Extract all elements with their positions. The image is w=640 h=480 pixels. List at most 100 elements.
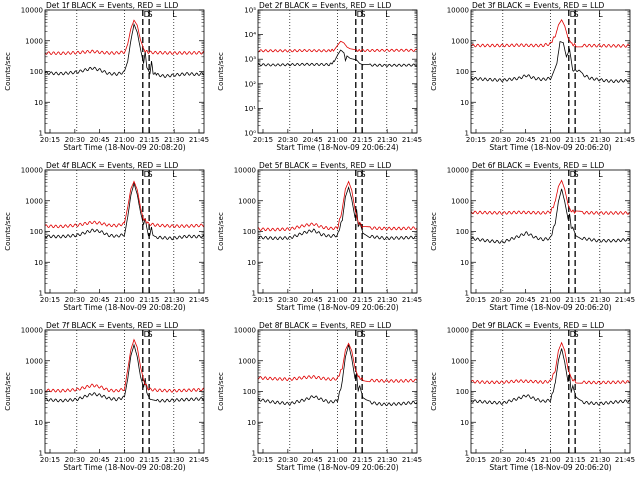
x-tick-label: 20:45: [516, 136, 536, 144]
x-tick-label: 21:00: [540, 456, 560, 464]
x-axis-label: Start Time (18-Nov-09 20:06:20): [489, 463, 611, 472]
legend-mark: L: [172, 10, 177, 19]
series-events-line: [45, 22, 204, 78]
y-tick-label: 100: [30, 228, 43, 236]
x-tick-label: 20:30: [491, 136, 511, 144]
legend-mark: D: [570, 170, 576, 179]
legend-mark: L: [385, 170, 390, 179]
legend-mark: L: [172, 330, 177, 339]
y-tick-label: 1000: [451, 197, 469, 205]
x-tick-label: 21:45: [615, 456, 635, 464]
x-tick-label: 21:00: [540, 296, 560, 304]
legend-mark: D: [570, 10, 576, 19]
x-axis-label: Start Time (18-Nov-09 20:08:20): [63, 463, 185, 472]
chart-title: Det 1f BLACK = Events, RED = LLD: [46, 1, 179, 10]
x-tick-label: 21:30: [164, 136, 184, 144]
y-tick-label: 10: [34, 99, 43, 107]
series-events-line: [471, 348, 630, 406]
x-axis-label: Start Time (18-Nov-09 20:06:20): [276, 463, 398, 472]
y-tick-label: 1000: [451, 37, 469, 45]
y-tick-label: 100: [30, 388, 43, 396]
series-lld-line: [258, 342, 417, 383]
x-tick-label: 20:30: [491, 296, 511, 304]
x-tick-label: 21:15: [565, 296, 585, 304]
chart-title: Det 5f BLACK = Events, RED = LLD: [259, 161, 392, 170]
y-tick-label: 1000: [238, 357, 256, 365]
x-tick-label: 20:45: [516, 456, 536, 464]
y-tick-label: 1000: [25, 37, 43, 45]
y-axis-label: Counts/sec: [430, 212, 438, 251]
x-axis-label: Start Time (18-Nov-09 20:06:20): [489, 303, 611, 312]
series-lld-line: [471, 19, 630, 48]
y-axis-label: Counts/sec: [430, 52, 438, 91]
x-tick-label: 20:30: [65, 136, 85, 144]
y-axis-label: Counts/sec: [217, 212, 225, 251]
x-tick-label: 21:30: [164, 456, 184, 464]
x-tick-label: 21:15: [139, 296, 159, 304]
x-tick-label: 21:00: [114, 296, 134, 304]
y-tick-label: 1000: [25, 197, 43, 205]
y-tick-label: 1: [39, 450, 43, 458]
y-tick-label: 10: [247, 419, 256, 427]
x-tick-label: 20:30: [278, 296, 298, 304]
legend-mark: D: [144, 330, 150, 339]
x-tick-label: 20:15: [466, 296, 486, 304]
series-events-line: [471, 41, 630, 84]
y-tick-label: 1: [465, 130, 469, 138]
x-tick-label: 21:15: [352, 456, 372, 464]
chart-title: Det 7f BLACK = Events, RED = LLD: [46, 321, 179, 330]
y-tick-label: 10: [460, 419, 469, 427]
y-tick-label: 10: [247, 259, 256, 267]
x-tick-label: 21:45: [402, 456, 422, 464]
x-tick-label: 21:00: [327, 456, 347, 464]
chart-title: Det 6f BLACK = Events, RED = LLD: [472, 161, 605, 170]
legend-mark: L: [385, 330, 390, 339]
series-lld-line: [45, 19, 204, 56]
x-tick-label: 20:45: [303, 136, 323, 144]
y-tick-label: 10000: [21, 7, 43, 15]
y-tick-label: 10000: [234, 167, 256, 175]
x-tick-label: 20:15: [40, 136, 60, 144]
x-tick-label: 20:30: [65, 296, 85, 304]
x-tick-label: 21:00: [114, 456, 134, 464]
x-tick-label: 20:15: [40, 456, 60, 464]
x-axis-label: Start Time (18-Nov-09 20:06:24): [276, 143, 398, 152]
x-tick-label: 21:30: [377, 136, 397, 144]
legend-mark: S: [574, 10, 579, 19]
x-tick-label: 21:45: [615, 136, 635, 144]
y-tick-label: 10: [460, 99, 469, 107]
y-tick-label: 1: [39, 130, 43, 138]
y-tick-label: 100: [30, 68, 43, 76]
x-axis-label: Start Time (18-Nov-09 20:06:20): [489, 143, 611, 152]
x-tick-label: 20:15: [466, 456, 486, 464]
y-tick-label: 10000: [234, 327, 256, 335]
y-tick-label: 100: [456, 388, 469, 396]
legend-mark: D: [570, 330, 576, 339]
y-tick-label: 10000: [21, 167, 43, 175]
x-tick-label: 21:45: [615, 296, 635, 304]
series-lld-line: [45, 180, 204, 229]
series-events-line: [471, 188, 630, 244]
legend-mark: S: [574, 330, 579, 339]
series-events-line: [45, 343, 204, 403]
x-tick-label: 21:30: [590, 136, 610, 144]
x-tick-label: 20:30: [65, 456, 85, 464]
y-tick-label: 1: [465, 450, 469, 458]
x-tick-label: 21:15: [139, 456, 159, 464]
x-tick-label: 21:15: [352, 296, 372, 304]
y-tick-label: 1: [39, 290, 43, 298]
y-tick-label: 10⁵: [244, 7, 256, 15]
y-tick-label: 10⁰: [244, 130, 256, 138]
legend-mark: S: [148, 330, 153, 339]
legend-mark: S: [574, 170, 579, 179]
x-tick-label: 20:45: [303, 456, 323, 464]
y-tick-label: 10000: [447, 7, 469, 15]
series-lld-line: [258, 180, 417, 232]
legend-mark: L: [385, 10, 390, 19]
